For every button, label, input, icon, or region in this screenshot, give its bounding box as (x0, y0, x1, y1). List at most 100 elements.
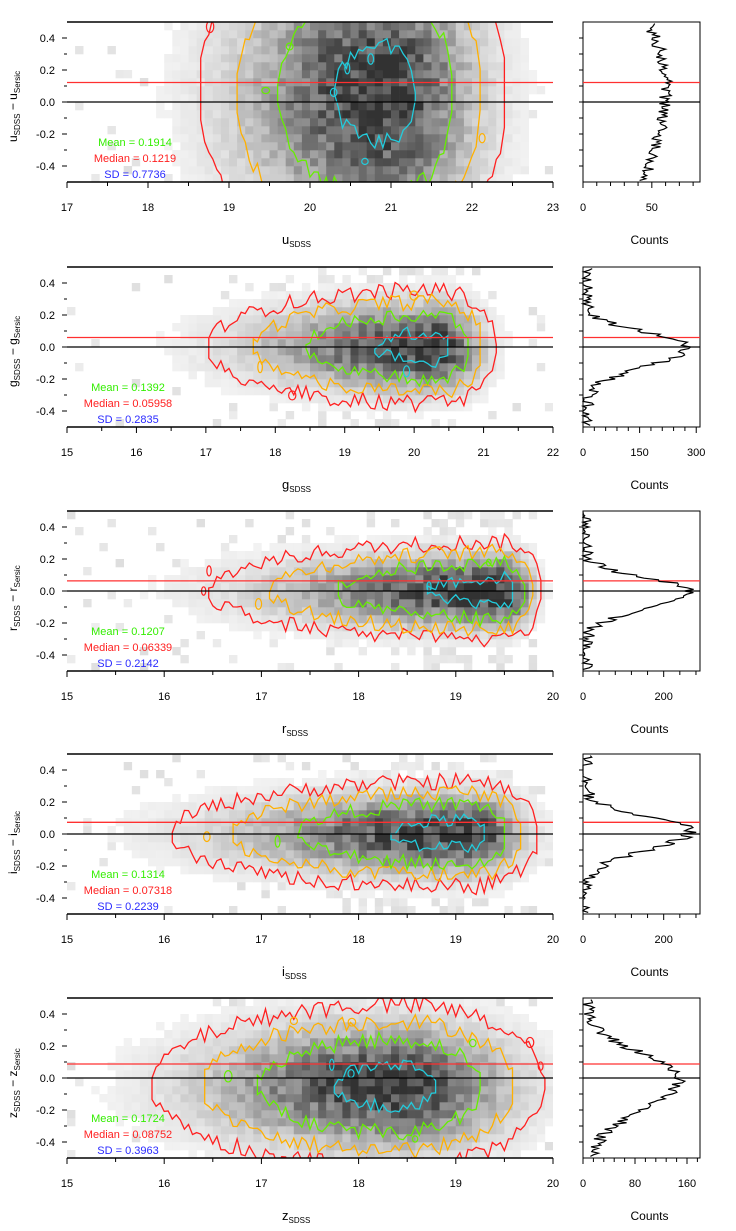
density-cell (496, 1134, 505, 1143)
density-cell (334, 86, 343, 95)
density-cell (220, 134, 230, 143)
density-cell (528, 599, 538, 608)
density-cell (496, 1022, 505, 1031)
density-cell (245, 802, 254, 811)
density-cell (504, 834, 513, 843)
density-cell (415, 411, 424, 420)
density-cell (455, 134, 465, 143)
density-cell (269, 591, 278, 600)
density-cell (139, 834, 149, 843)
density-cell (358, 395, 367, 404)
density-cell (463, 559, 473, 568)
density-cell (318, 275, 327, 284)
density-cell (334, 794, 343, 803)
density-cell (407, 363, 416, 372)
density-cell (237, 567, 246, 576)
density-cell (310, 631, 319, 640)
density-cell (164, 275, 173, 284)
density-cell (156, 1062, 165, 1071)
density-cell (415, 1118, 424, 1127)
density-cell (391, 850, 400, 859)
density-cell (293, 802, 303, 811)
density-cell (180, 858, 189, 867)
density-cell (253, 810, 262, 819)
density-cell (245, 842, 254, 851)
density-cell (496, 1038, 505, 1047)
density-cell (382, 1078, 392, 1087)
y-label-a-sub: SDSS (13, 359, 22, 381)
density-cell (220, 70, 230, 79)
density-cell (366, 810, 376, 819)
density-cell (528, 1022, 538, 1031)
density-cell (115, 1094, 124, 1103)
density-cell (253, 1038, 262, 1047)
density-cell (366, 770, 376, 779)
density-cell (472, 134, 481, 143)
density-cell (261, 1110, 270, 1119)
density-cell (269, 794, 278, 803)
density-cell (528, 1086, 538, 1095)
density-cell (277, 663, 286, 671)
density-cell (204, 615, 214, 624)
density-cell (472, 323, 481, 332)
density-cell (188, 810, 197, 819)
density-cell (196, 1094, 205, 1103)
density-cell (423, 54, 432, 63)
density-cell (382, 842, 392, 851)
density-cell (196, 38, 205, 47)
density-cell (342, 575, 351, 584)
density-cell (520, 46, 529, 55)
density-cell (512, 70, 521, 79)
density-cell (253, 46, 262, 55)
density-cell (415, 998, 424, 1007)
density-cell (472, 567, 481, 576)
density-cell (399, 347, 408, 356)
density-cell (382, 347, 392, 356)
y-label-a: r (6, 627, 20, 631)
density-cell (391, 1006, 400, 1015)
density-cell (423, 527, 432, 536)
density-cell (366, 559, 376, 568)
density-cell (520, 142, 529, 151)
density-cell (269, 866, 278, 875)
histogram-line (580, 268, 692, 426)
density-cell (528, 802, 538, 811)
density-cell (439, 794, 448, 803)
density-cell (431, 1142, 440, 1151)
density-cell (277, 1150, 286, 1158)
density-cell (172, 583, 181, 592)
density-cell (480, 331, 489, 340)
density-cell (131, 1086, 141, 1095)
density-cell (99, 1094, 108, 1103)
density-cell (188, 591, 197, 600)
density-cell (391, 615, 400, 624)
density-cell (156, 543, 165, 552)
density-cell (447, 1006, 457, 1015)
density-cell (391, 998, 400, 1007)
density-cell (374, 150, 384, 159)
density-cell (301, 1038, 311, 1047)
density-cell (196, 591, 205, 600)
contour-level-2 (232, 784, 522, 882)
panel-u: 17 18 19 20 21 22 230.40.20.0-0.2-0.4uSDSSuSDS… (6, 21, 701, 249)
density-cell (391, 802, 400, 811)
density-cell (528, 786, 538, 795)
density-cell (269, 30, 278, 39)
density-cell (285, 126, 295, 135)
density-cell (164, 22, 173, 31)
density-cell (269, 166, 278, 175)
panel-i: 15 16 17 18 19 200.40.20.0-0.2-0.4iSDSSiSDSS … (6, 753, 701, 981)
density-cell (358, 166, 367, 175)
density-cell (447, 387, 457, 396)
density-cell (180, 158, 189, 167)
density-cell (455, 166, 465, 175)
x-label-main: g (282, 477, 289, 492)
density-cell (415, 142, 424, 151)
density-cell (399, 387, 408, 396)
density-cell (528, 998, 538, 1007)
density-cell (439, 54, 448, 63)
density-cell (285, 1150, 295, 1158)
density-cell (415, 567, 424, 576)
density-cell (488, 331, 497, 340)
density-cell (172, 363, 181, 372)
